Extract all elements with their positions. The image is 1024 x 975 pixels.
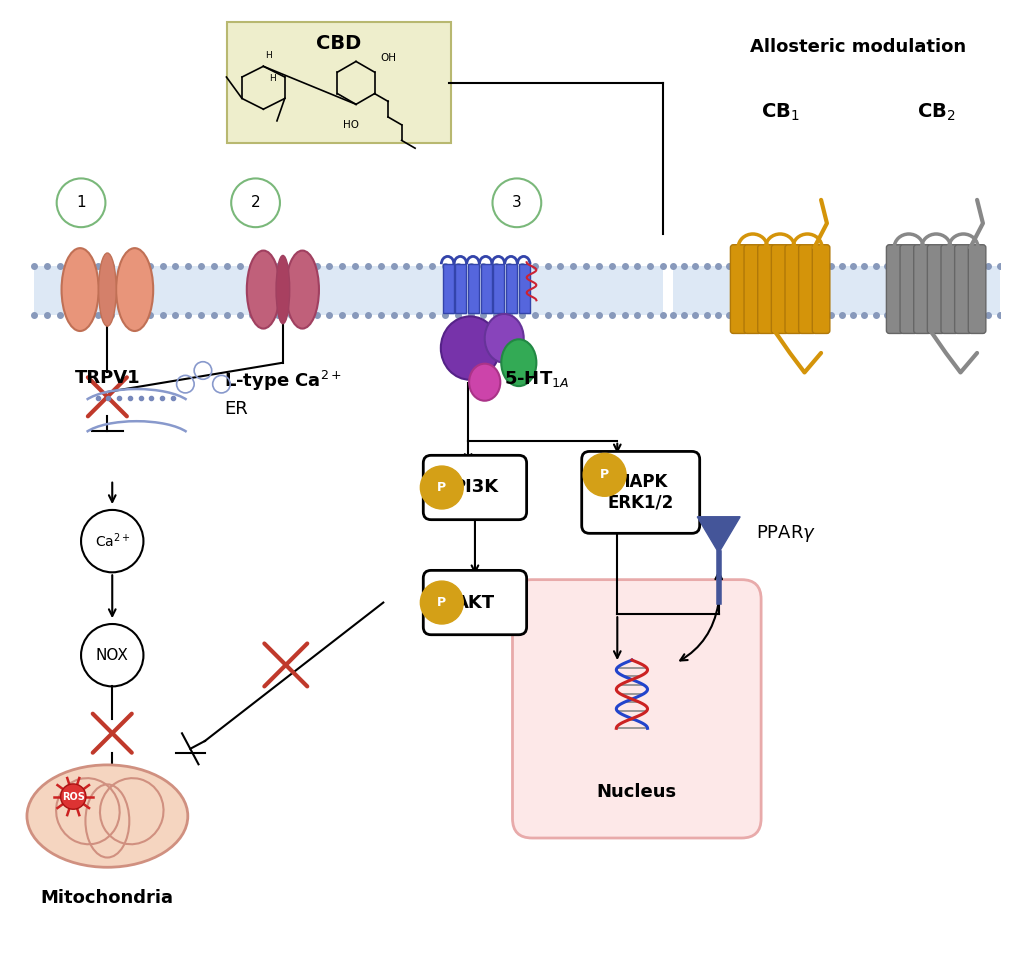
- Text: H: H: [265, 51, 272, 59]
- FancyBboxPatch shape: [812, 245, 829, 333]
- Ellipse shape: [286, 251, 318, 329]
- Text: PI3K: PI3K: [452, 479, 498, 496]
- Ellipse shape: [61, 249, 98, 332]
- FancyBboxPatch shape: [887, 245, 904, 333]
- Text: PPAR$\gamma$: PPAR$\gamma$: [756, 523, 816, 544]
- Bar: [494, 264, 504, 313]
- Text: AKT: AKT: [455, 594, 495, 611]
- FancyBboxPatch shape: [954, 245, 972, 333]
- Text: P: P: [437, 596, 446, 609]
- Text: ER: ER: [224, 400, 248, 417]
- FancyBboxPatch shape: [913, 245, 931, 333]
- FancyBboxPatch shape: [941, 245, 958, 333]
- Bar: [442, 264, 454, 313]
- Text: OH: OH: [380, 53, 396, 62]
- Circle shape: [231, 178, 280, 227]
- FancyBboxPatch shape: [227, 22, 451, 143]
- FancyBboxPatch shape: [771, 245, 788, 333]
- FancyBboxPatch shape: [758, 245, 775, 333]
- Text: L-type Ca$^{2+}$: L-type Ca$^{2+}$: [224, 369, 342, 393]
- Text: MAPK
ERK1/2: MAPK ERK1/2: [607, 473, 674, 512]
- Circle shape: [493, 178, 542, 227]
- FancyBboxPatch shape: [928, 245, 945, 333]
- FancyBboxPatch shape: [799, 245, 816, 333]
- Text: 1: 1: [76, 195, 86, 211]
- Ellipse shape: [247, 251, 280, 329]
- Circle shape: [584, 453, 626, 496]
- FancyBboxPatch shape: [423, 455, 526, 520]
- Text: 5-HT$_{1A}$: 5-HT$_{1A}$: [504, 369, 569, 389]
- FancyBboxPatch shape: [512, 579, 761, 838]
- Text: H: H: [269, 74, 275, 83]
- Text: Ca$^{2+}$: Ca$^{2+}$: [94, 531, 130, 551]
- Bar: [456, 264, 466, 313]
- Ellipse shape: [116, 249, 154, 332]
- Text: TRPV1: TRPV1: [75, 369, 140, 386]
- Ellipse shape: [484, 314, 523, 363]
- FancyBboxPatch shape: [900, 245, 918, 333]
- Text: CB$_2$: CB$_2$: [916, 101, 955, 123]
- Bar: [673, 266, 999, 315]
- Ellipse shape: [98, 254, 116, 326]
- Circle shape: [420, 466, 463, 509]
- Polygon shape: [697, 517, 740, 553]
- Ellipse shape: [27, 764, 187, 868]
- Bar: [468, 264, 479, 313]
- Text: Allosteric modulation: Allosteric modulation: [750, 38, 967, 56]
- Bar: [506, 264, 517, 313]
- Text: NOX: NOX: [96, 647, 129, 663]
- Circle shape: [56, 178, 105, 227]
- Text: Nucleus: Nucleus: [597, 783, 677, 800]
- Circle shape: [420, 581, 463, 624]
- FancyBboxPatch shape: [423, 570, 526, 635]
- Ellipse shape: [440, 316, 500, 380]
- FancyBboxPatch shape: [785, 245, 803, 333]
- Text: CB$_1$: CB$_1$: [761, 101, 800, 123]
- Text: Mitochondria: Mitochondria: [41, 889, 174, 907]
- FancyBboxPatch shape: [969, 245, 986, 333]
- Text: 3: 3: [512, 195, 522, 211]
- Bar: [481, 264, 492, 313]
- Ellipse shape: [276, 255, 290, 324]
- Text: CBD: CBD: [316, 34, 361, 53]
- Text: P: P: [437, 481, 446, 494]
- Text: 2: 2: [251, 195, 260, 211]
- Bar: [34, 266, 664, 315]
- Text: HO: HO: [343, 120, 359, 130]
- FancyBboxPatch shape: [744, 245, 762, 333]
- FancyBboxPatch shape: [582, 451, 699, 533]
- FancyBboxPatch shape: [730, 245, 748, 333]
- Text: ROS: ROS: [61, 792, 85, 801]
- Text: P: P: [600, 468, 609, 482]
- Ellipse shape: [469, 364, 501, 401]
- Circle shape: [60, 784, 86, 809]
- Bar: [519, 264, 529, 313]
- Ellipse shape: [502, 339, 537, 386]
